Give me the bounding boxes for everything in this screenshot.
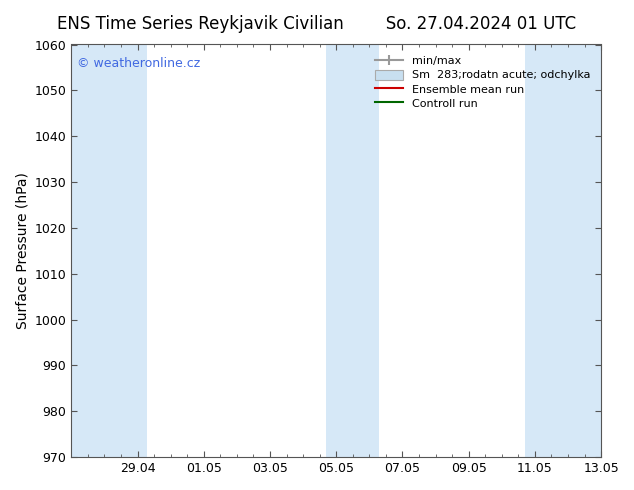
Bar (525, 45, 601, 457)
Text: ENS Time Series Reykjavik Civilian        So. 27.04.2024 01 UTC: ENS Time Series Reykjavik Civilian So. 2… (58, 15, 576, 33)
Bar (327, 45, 379, 457)
Text: © weatheronline.cz: © weatheronline.cz (77, 57, 200, 70)
Bar (71, 45, 148, 457)
Y-axis label: Surface Pressure (hPa): Surface Pressure (hPa) (15, 172, 29, 329)
Legend: min/max, Sm  283;rodatn acute; odchylka, Ensemble mean run, Controll run: min/max, Sm 283;rodatn acute; odchylka, … (369, 50, 595, 114)
